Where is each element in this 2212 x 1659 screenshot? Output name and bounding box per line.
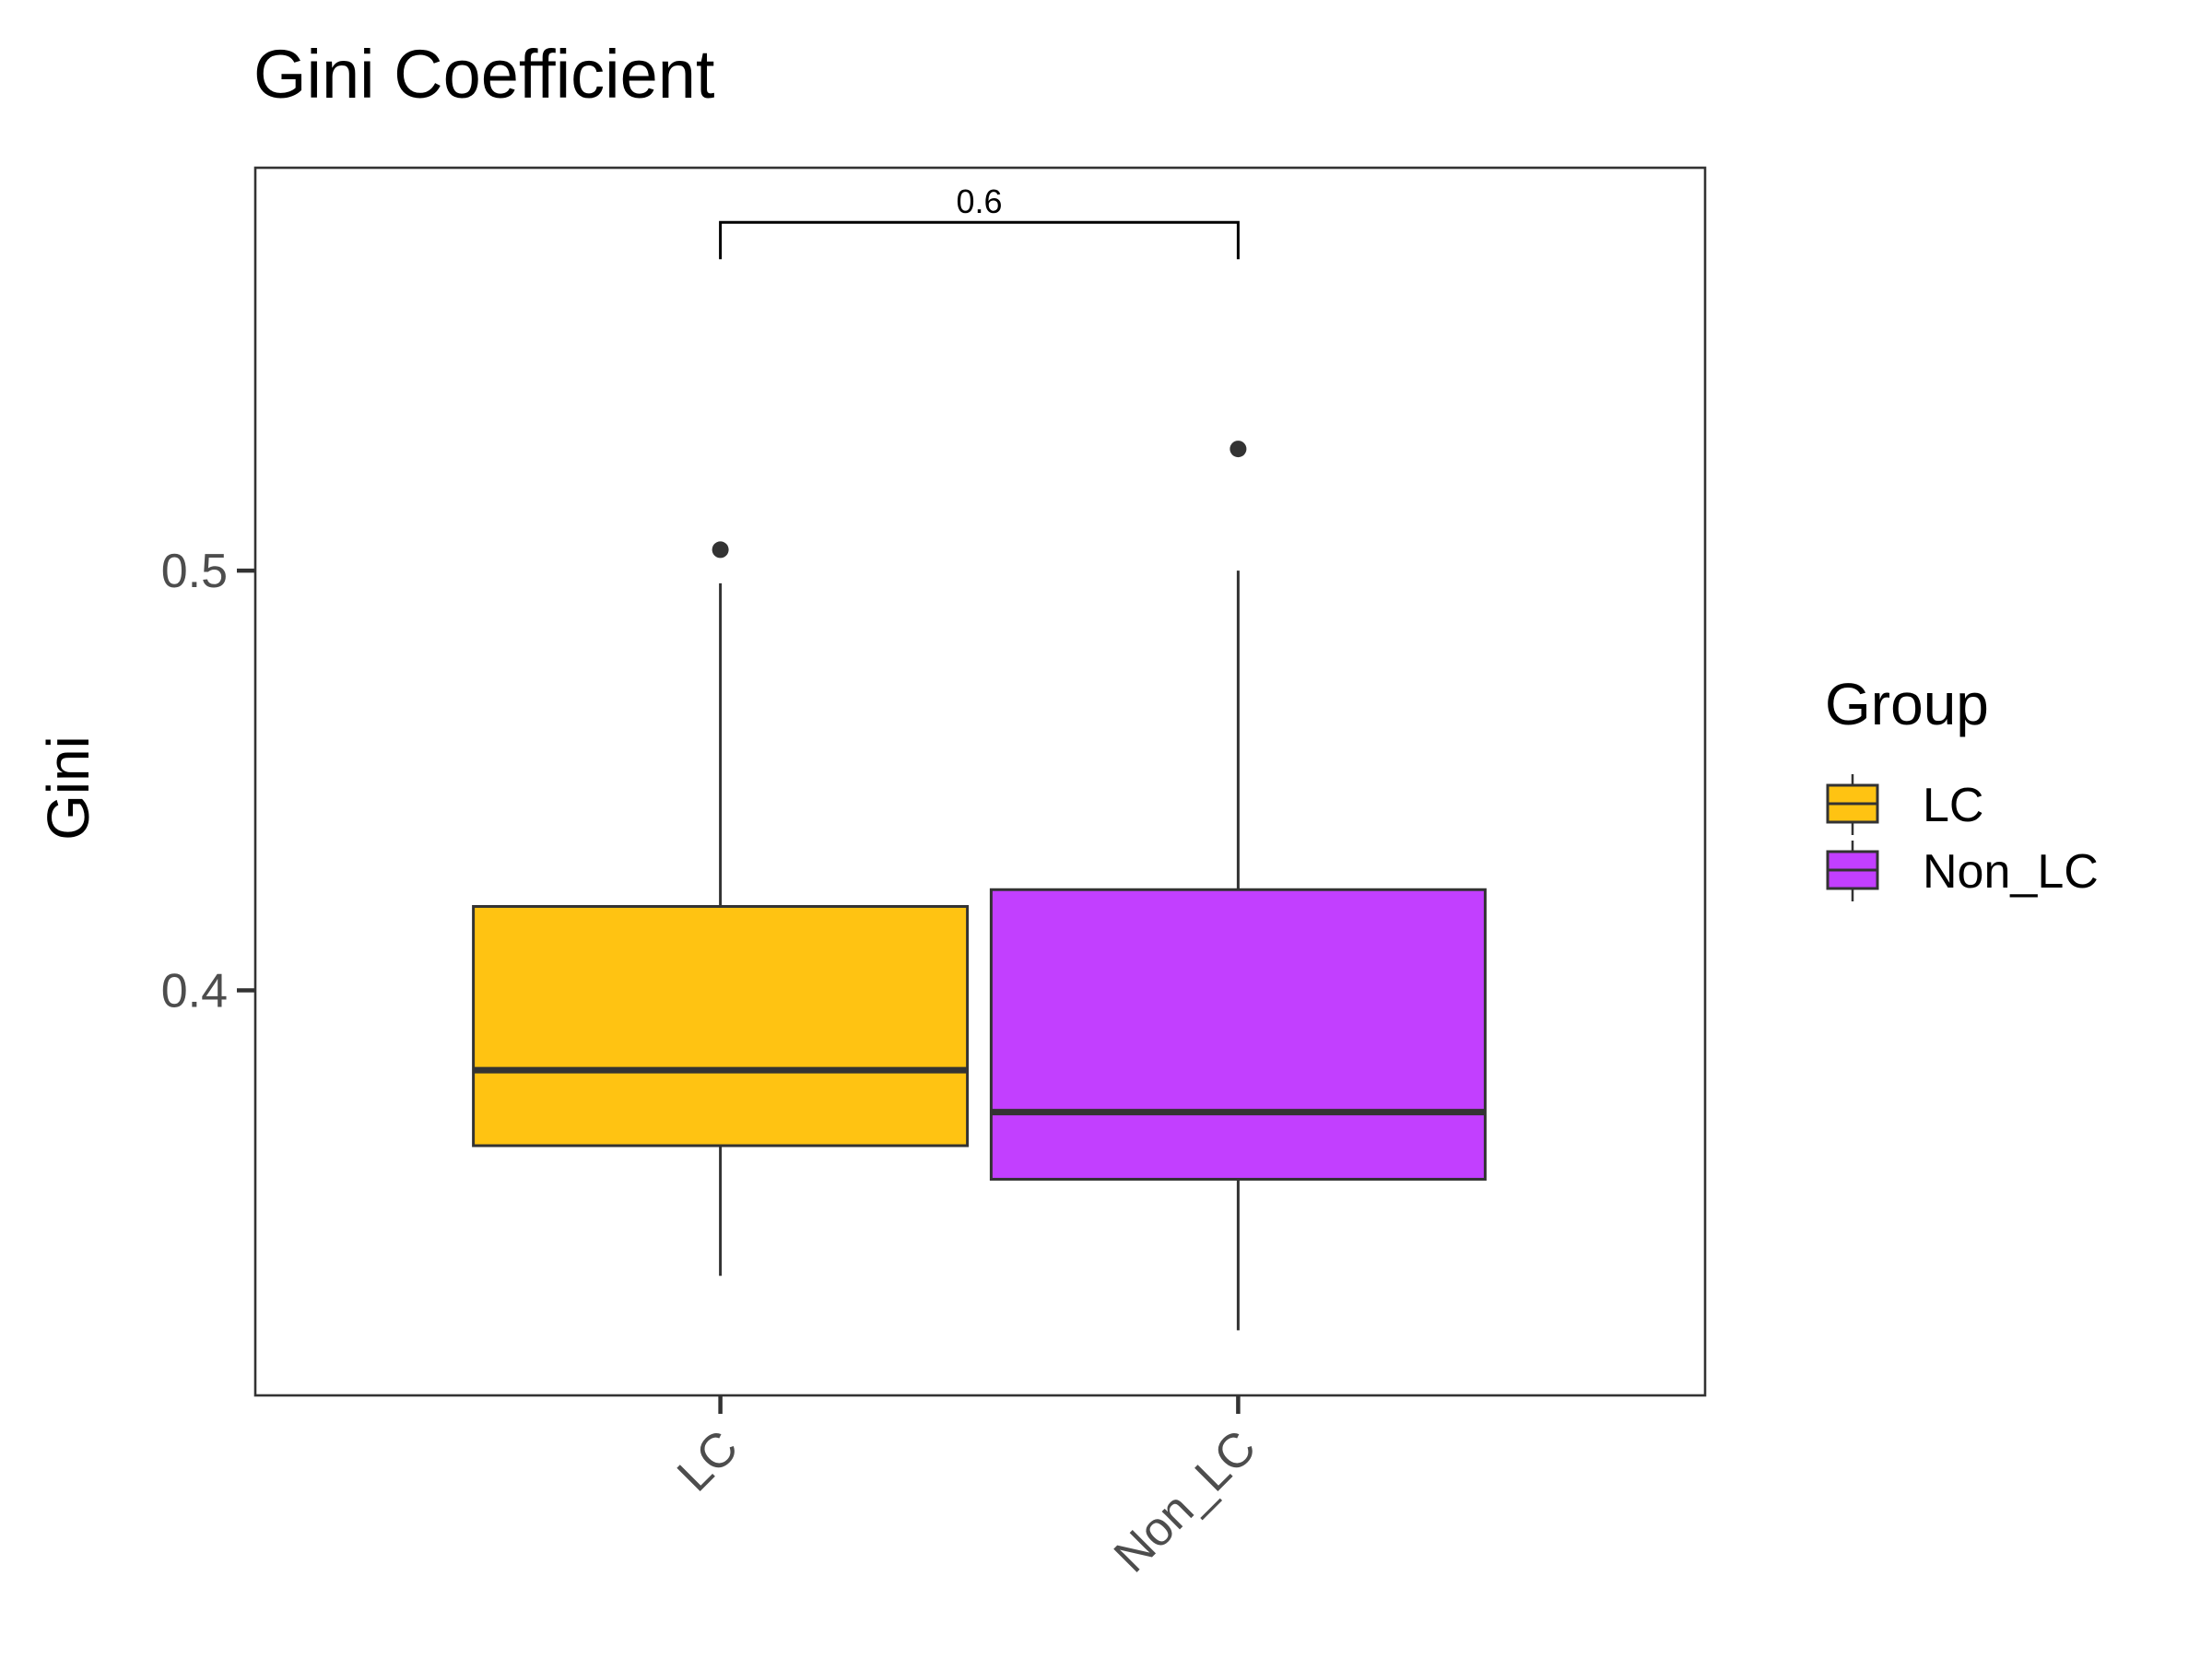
- legend-title: Group: [1825, 671, 1989, 737]
- y-tick-label: 0.4: [161, 965, 228, 1018]
- significance-bracket: [719, 220, 1240, 260]
- box-Non_LC: [989, 441, 1487, 1331]
- iqr-box: [472, 904, 970, 1147]
- x-tick-label: Non_LC: [1104, 1420, 1266, 1583]
- y-tick-label: 0.5: [161, 545, 228, 598]
- outlier-point: [712, 541, 729, 559]
- legend-item-LC: LC: [1826, 774, 1983, 835]
- legend: Group LC Non_LC: [1825, 671, 2099, 901]
- iqr-box: [989, 888, 1487, 1181]
- legend-label: LC: [1923, 779, 1983, 832]
- legend-item-Non_LC: Non_LC: [1826, 841, 2099, 901]
- box-LC: [472, 541, 970, 1277]
- plot-area: 0.4 0.5 LC Non_LC 0.6: [161, 166, 1707, 1583]
- panel-border: [253, 166, 1707, 1397]
- chart-title: Gini Coefficient: [253, 36, 715, 112]
- significance-label: 0.6: [956, 182, 1002, 220]
- y-axis-title: Gini: [35, 735, 101, 841]
- legend-label: Non_LC: [1923, 845, 2099, 899]
- x-tick-label: LC: [667, 1420, 748, 1501]
- outlier-point: [1230, 441, 1247, 458]
